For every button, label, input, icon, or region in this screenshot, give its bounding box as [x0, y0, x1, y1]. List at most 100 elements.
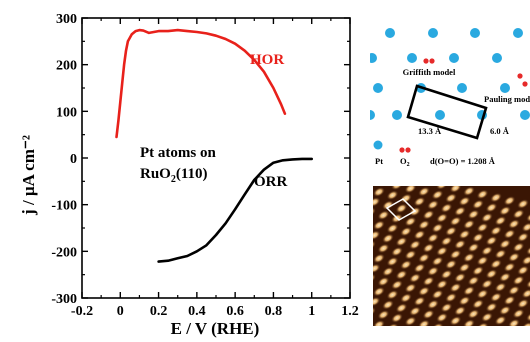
stm-spot: [431, 189, 444, 200]
stm-spot: [413, 296, 426, 307]
stm-spot: [422, 276, 435, 287]
x-tick-label: 0: [117, 304, 124, 319]
annotation-ruo2: RuO2(110): [140, 166, 208, 185]
stm-spot: [373, 296, 381, 307]
stm-spot: [417, 319, 431, 326]
stm-spot: [525, 311, 530, 322]
stm-spot: [525, 245, 530, 256]
stm-spot: [467, 242, 480, 253]
stm-spot: [373, 240, 377, 251]
pt-atom: [373, 83, 383, 93]
stm-spot: [440, 236, 453, 247]
stm-spot: [476, 222, 489, 233]
stm-spot: [408, 306, 422, 317]
stm-spot: [413, 196, 426, 207]
stm-spot: [503, 195, 516, 206]
stm-spot: [435, 246, 449, 257]
stm-spot: [467, 275, 480, 286]
stm-spot: [521, 255, 530, 266]
stm-spot: [422, 309, 435, 320]
stm-spot: [494, 249, 507, 259]
stm-spot: [422, 243, 435, 253]
stm-spot: [453, 239, 467, 250]
stm-spot: [426, 199, 440, 210]
stm-spot: [386, 223, 399, 234]
stm-spot: [435, 186, 449, 190]
stm-spot: [480, 212, 494, 223]
stm-spot: [476, 289, 489, 299]
orr-curve: [157, 157, 314, 263]
pt-atom: [513, 28, 523, 38]
annotation-pt-atoms: Pt atoms on: [140, 145, 216, 161]
stm-spot: [516, 265, 530, 276]
pauling-model-label: Pauling model: [484, 94, 530, 104]
stm-spot: [381, 200, 395, 211]
stm-spot: [476, 255, 489, 266]
stm-spot: [390, 313, 404, 323]
stm-spot: [373, 273, 377, 284]
bond-length-label: d(O=O) = 1.208 Å: [430, 156, 496, 166]
stm-spot: [507, 318, 521, 326]
stm-spot: [373, 263, 381, 274]
stm-spot: [498, 305, 512, 316]
stm-spot: [462, 252, 476, 263]
stm-spot: [404, 283, 417, 293]
stm-spot: [494, 215, 507, 226]
stm-spot: [507, 285, 521, 296]
stm-spot: [395, 303, 408, 313]
x-tick-label: 1: [308, 304, 315, 319]
legend-pt-label: Pt: [375, 156, 383, 166]
pt-atom-lattice: [370, 28, 530, 120]
stm-spot: [431, 289, 444, 300]
stm-spot: [458, 295, 471, 306]
stm-spot: [377, 309, 390, 320]
stm-spot: [404, 316, 417, 326]
stm-spot: [417, 286, 431, 297]
stm-spot: [467, 309, 480, 319]
stm-spot: [431, 223, 444, 233]
stm-spot: [373, 306, 377, 317]
pt-atom: [500, 83, 510, 93]
stm-spot: [373, 207, 377, 217]
stm-spot: [386, 256, 399, 267]
stm-spot: [373, 220, 386, 231]
stm-spot: [449, 315, 462, 326]
stm-spot: [453, 206, 467, 217]
legend-pt-atom: [373, 140, 383, 150]
polarization-chart: -0.2 0 0.2 0.4 0.6 0.8 1 1.2 -300 -200 -100 0 100 20…: [19, 12, 359, 338]
stm-spot: [440, 302, 453, 313]
stm-spot: [395, 269, 408, 280]
y-tick-label: 200: [56, 59, 77, 74]
stm-spot: [373, 197, 381, 207]
stm-spot: [377, 210, 390, 221]
pauling-o-atom: [522, 81, 528, 87]
stm-spot: [404, 186, 417, 194]
stm-spot: [373, 286, 386, 297]
stm-spot: [399, 259, 413, 270]
pt-atom: [449, 53, 459, 63]
stm-spot: [395, 203, 408, 214]
stm-spot: [458, 262, 471, 273]
griffith-model-label: Griffith model: [403, 67, 456, 77]
x-tick-label: 0.8: [265, 304, 283, 319]
stm-spot: [449, 249, 462, 260]
stm-spot: [381, 233, 395, 244]
stm-spot: [449, 216, 462, 227]
x-tick-label: 1.2: [341, 304, 359, 319]
stm-spot: [476, 322, 489, 326]
legend-o-atom: [399, 147, 405, 153]
stm-spot: [512, 209, 525, 219]
stm-spot: [417, 253, 431, 263]
stm-spot: [444, 259, 458, 270]
stm-spot: [431, 256, 444, 267]
y-tick-label: -100: [51, 199, 77, 214]
stm-spot: [516, 298, 530, 309]
stm-spot: [503, 295, 516, 306]
stm-spot: [395, 236, 408, 247]
stm-spot: [399, 293, 413, 303]
y-axis-ticks: -300 -200 -100 0 100 200 300: [51, 12, 350, 307]
stm-spot: [444, 226, 458, 237]
stm-spot: [404, 216, 417, 227]
stm-spot: [521, 321, 530, 326]
stm-spot: [373, 319, 386, 326]
